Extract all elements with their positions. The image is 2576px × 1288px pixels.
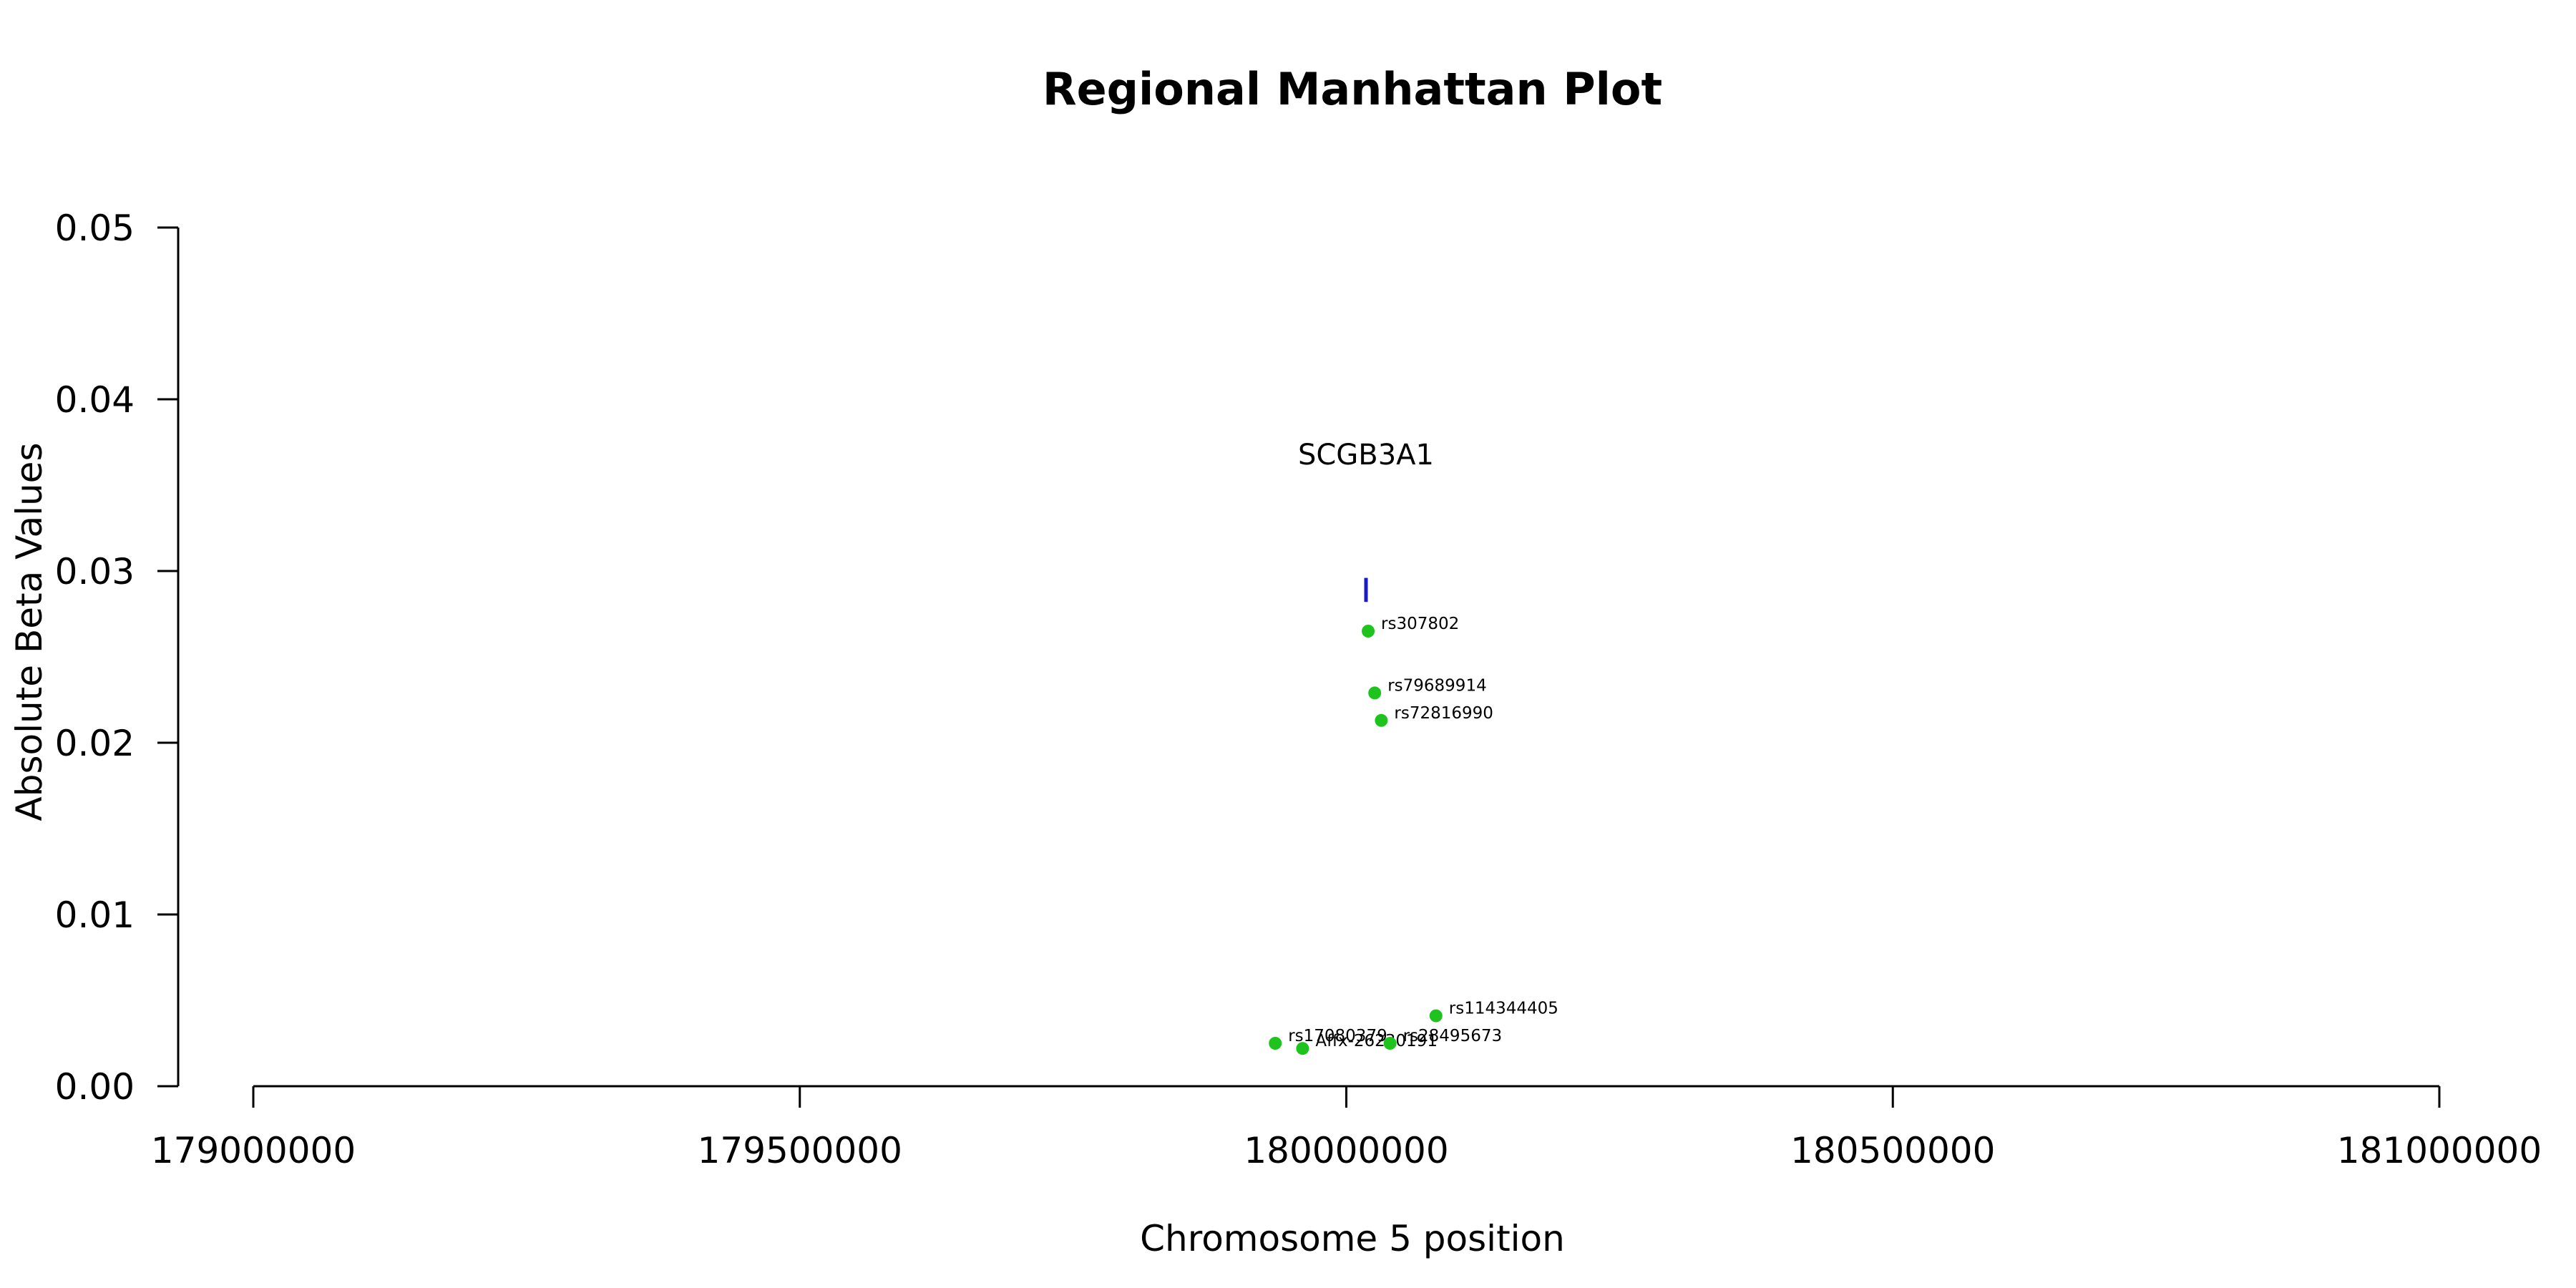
snp-label: rs114344405	[1449, 1000, 1558, 1018]
gene-label: SCGB3A1	[1298, 439, 1434, 472]
x-tick-label: 179500000	[698, 1130, 902, 1171]
y-axis-label: Absolute Beta Values	[9, 443, 50, 821]
y-axis-ticks: 0.00 0.01 0.02 0.03 0.04 0.05	[55, 208, 178, 1108]
chart-title: Regional Manhattan Plot	[1043, 63, 1662, 115]
x-axis-label: Chromosome 5 position	[1140, 1218, 1565, 1259]
snp-label: rs307802	[1381, 615, 1459, 633]
x-tick-label: 181000000	[2337, 1130, 2542, 1171]
snp-point	[1362, 625, 1375, 638]
snp-label: rs72816990	[1394, 704, 1493, 723]
snp-label: rs28495673	[1403, 1027, 1503, 1045]
x-axis-ticks: 179000000 179500000 180000000 180500000 1810…	[151, 1086, 2542, 1171]
snp-point	[1429, 1009, 1443, 1023]
snp-point	[1368, 686, 1382, 700]
snp-point	[1383, 1037, 1397, 1050]
snp-label: Affx-26230191	[1315, 1032, 1438, 1050]
snp-label: rs79689914	[1387, 676, 1487, 695]
gene-layer: SCGB3A1	[1298, 439, 1434, 602]
y-tick-label: 0.04	[55, 379, 135, 421]
snp-label: rs17080379	[1288, 1027, 1387, 1045]
x-tick-label: 180500000	[1790, 1130, 1995, 1171]
snp-points: rs307802 rs79689914 rs72816990 rs114344405 r…	[1269, 615, 1558, 1055]
y-tick-label: 0.05	[55, 208, 135, 249]
snp-point	[1375, 713, 1388, 727]
y-tick-label: 0.03	[55, 551, 135, 592]
y-tick-label: 0.00	[55, 1066, 135, 1108]
x-tick-label: 180000000	[1244, 1130, 1448, 1171]
snp-point	[1296, 1042, 1309, 1055]
y-tick-label: 0.02	[55, 723, 135, 764]
snp-point	[1269, 1037, 1282, 1050]
y-tick-label: 0.01	[55, 894, 135, 936]
x-tick-label: 179000000	[151, 1130, 356, 1171]
